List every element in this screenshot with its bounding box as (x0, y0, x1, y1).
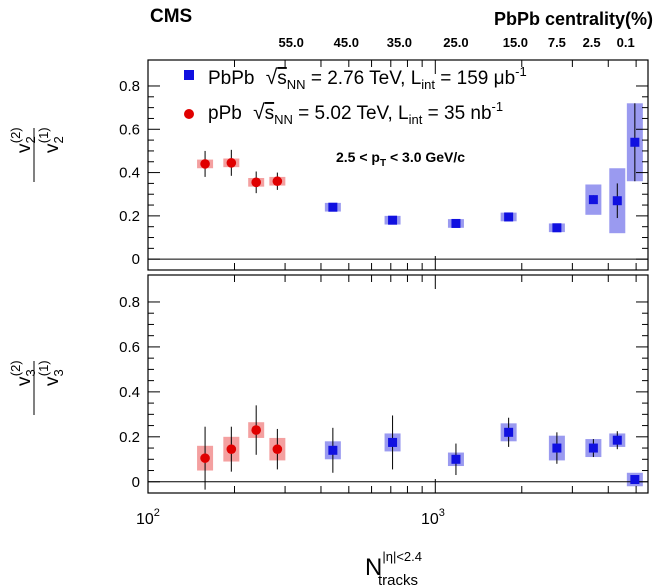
v2-pbpb-point (630, 137, 640, 147)
top-axis-label: 7.5 (548, 35, 566, 50)
v3-pbpb-point (552, 443, 562, 453)
top-axis-title: PbPb centrality(%) (494, 9, 653, 29)
v3-pbpb-point (630, 475, 640, 485)
legend-marker-ppb (184, 109, 194, 119)
top-axis-label: 0.1 (617, 35, 635, 50)
legend-text-ppb: pPb √sNN = 5.02 TeV, Lint = 35 nb-1 (208, 99, 503, 127)
v2-ppb-point (251, 177, 261, 188)
v3-ppb-point (251, 425, 261, 435)
v2-ytick-label: 0.6 (119, 121, 140, 138)
v2-ppb-point (200, 159, 210, 169)
top-axis-label: 15.0 (503, 35, 528, 50)
x-axis-title: N|η|<2.4 tracks (365, 549, 422, 586)
v2-pbpb-point (552, 223, 562, 233)
v2-data-points (200, 103, 640, 233)
legend: PbPb √sNN = 2.76 TeV, Lint = 159 μb-1 pP… (184, 64, 527, 127)
v3-ytick-label: 0.6 (119, 339, 140, 356)
v2-pbpb-point (451, 218, 461, 228)
x-tick-label-100: 102 (136, 507, 160, 528)
legend-entry-pbpb: PbPb √sNN = 2.76 TeV, Lint = 159 μb-1 (184, 64, 527, 92)
v3-ppb-point (200, 453, 210, 463)
v2-ylabel-numerator: v2(2) (8, 127, 38, 153)
v3-ytick-label: 0 (132, 474, 140, 491)
top-axis-label: 55.0 (279, 35, 304, 50)
v2-panel-frame (147, 59, 649, 271)
v3-data-points (200, 405, 640, 490)
v3-ylabel-denominator: v3(1) (36, 360, 66, 386)
v3-panel: 0 0.2 0.4 0.6 0.8 (119, 274, 649, 494)
v2-ytick-label: 0 (132, 251, 140, 268)
v2-ytick-label: 0.2 (119, 208, 140, 225)
v3-ylabel-numerator: v3(2) (8, 360, 38, 386)
v2-ytick-label: 0.8 (119, 78, 140, 95)
v2-x-ticks (147, 60, 637, 270)
v2-ppb-point (272, 176, 283, 187)
v3-panel-frame (147, 274, 649, 494)
v2-ylabel-denominator: v2(1) (36, 127, 66, 153)
legend-marker-pbpb (184, 70, 194, 80)
v2-pbpb-point (328, 202, 338, 212)
v2-ppb-point (226, 158, 237, 168)
v2-pbpb-point (612, 196, 622, 206)
v2-pbpb-point (388, 215, 398, 225)
v3-pbpb-point (504, 427, 514, 437)
top-axis-label: 25.0 (443, 35, 468, 50)
experiment-label: CMS (150, 6, 192, 27)
legend-entry-ppb: pPb √sNN = 5.02 TeV, Lint = 35 nb-1 (184, 99, 503, 127)
v3-pbpb-point (328, 445, 338, 455)
v3-y-ticks: 0 0.2 0.4 0.6 0.8 (119, 294, 648, 491)
v3-ytick-label: 0.4 (119, 384, 140, 401)
v2-y-ticks: 0 0.2 0.4 0.6 0.8 (119, 78, 648, 268)
v3-pbpb-point (612, 435, 622, 445)
v3-ytick-label: 0.8 (119, 294, 140, 311)
v3-pbpb-point (588, 443, 598, 453)
v3-ytick-label: 0.2 (119, 429, 140, 446)
v2-pbpb-point (588, 195, 598, 205)
v3-pbpb-point (388, 437, 398, 447)
v2-pbpb-point (504, 212, 514, 222)
top-axis-label: 2.5 (583, 35, 601, 50)
v2-ytick-label: 0.4 (119, 165, 140, 182)
x-tick-label-1000: 103 (421, 507, 445, 528)
v2-panel: 0 0.2 0.4 0.6 0.8 PbPb √sNN = 2.76 TeV, Lint… (119, 59, 649, 271)
pt-range-annotation: 2.5 < pT < 3.0 GeV/c (336, 149, 465, 169)
v3-y-axis-title: v3(2) v3(1) (8, 360, 66, 415)
top-axis-labels: 55.0 45.0 35.0 25.0 15.0 7.5 2.5 0.1 (279, 35, 635, 50)
legend-text-pbpb: PbPb √sNN = 2.76 TeV, Lint = 159 μb-1 (208, 64, 527, 92)
v3-ppb-point (226, 444, 237, 454)
x-tick-labels: 102 103 (136, 507, 445, 528)
v2-y-axis-title: v2(2) v2(1) (8, 127, 66, 182)
v3-ppb-point (272, 444, 283, 454)
top-axis-label: 35.0 (387, 35, 412, 50)
top-axis-label: 45.0 (334, 35, 359, 50)
v3-pbpb-point (451, 454, 461, 464)
v3-x-ticks (147, 275, 637, 493)
